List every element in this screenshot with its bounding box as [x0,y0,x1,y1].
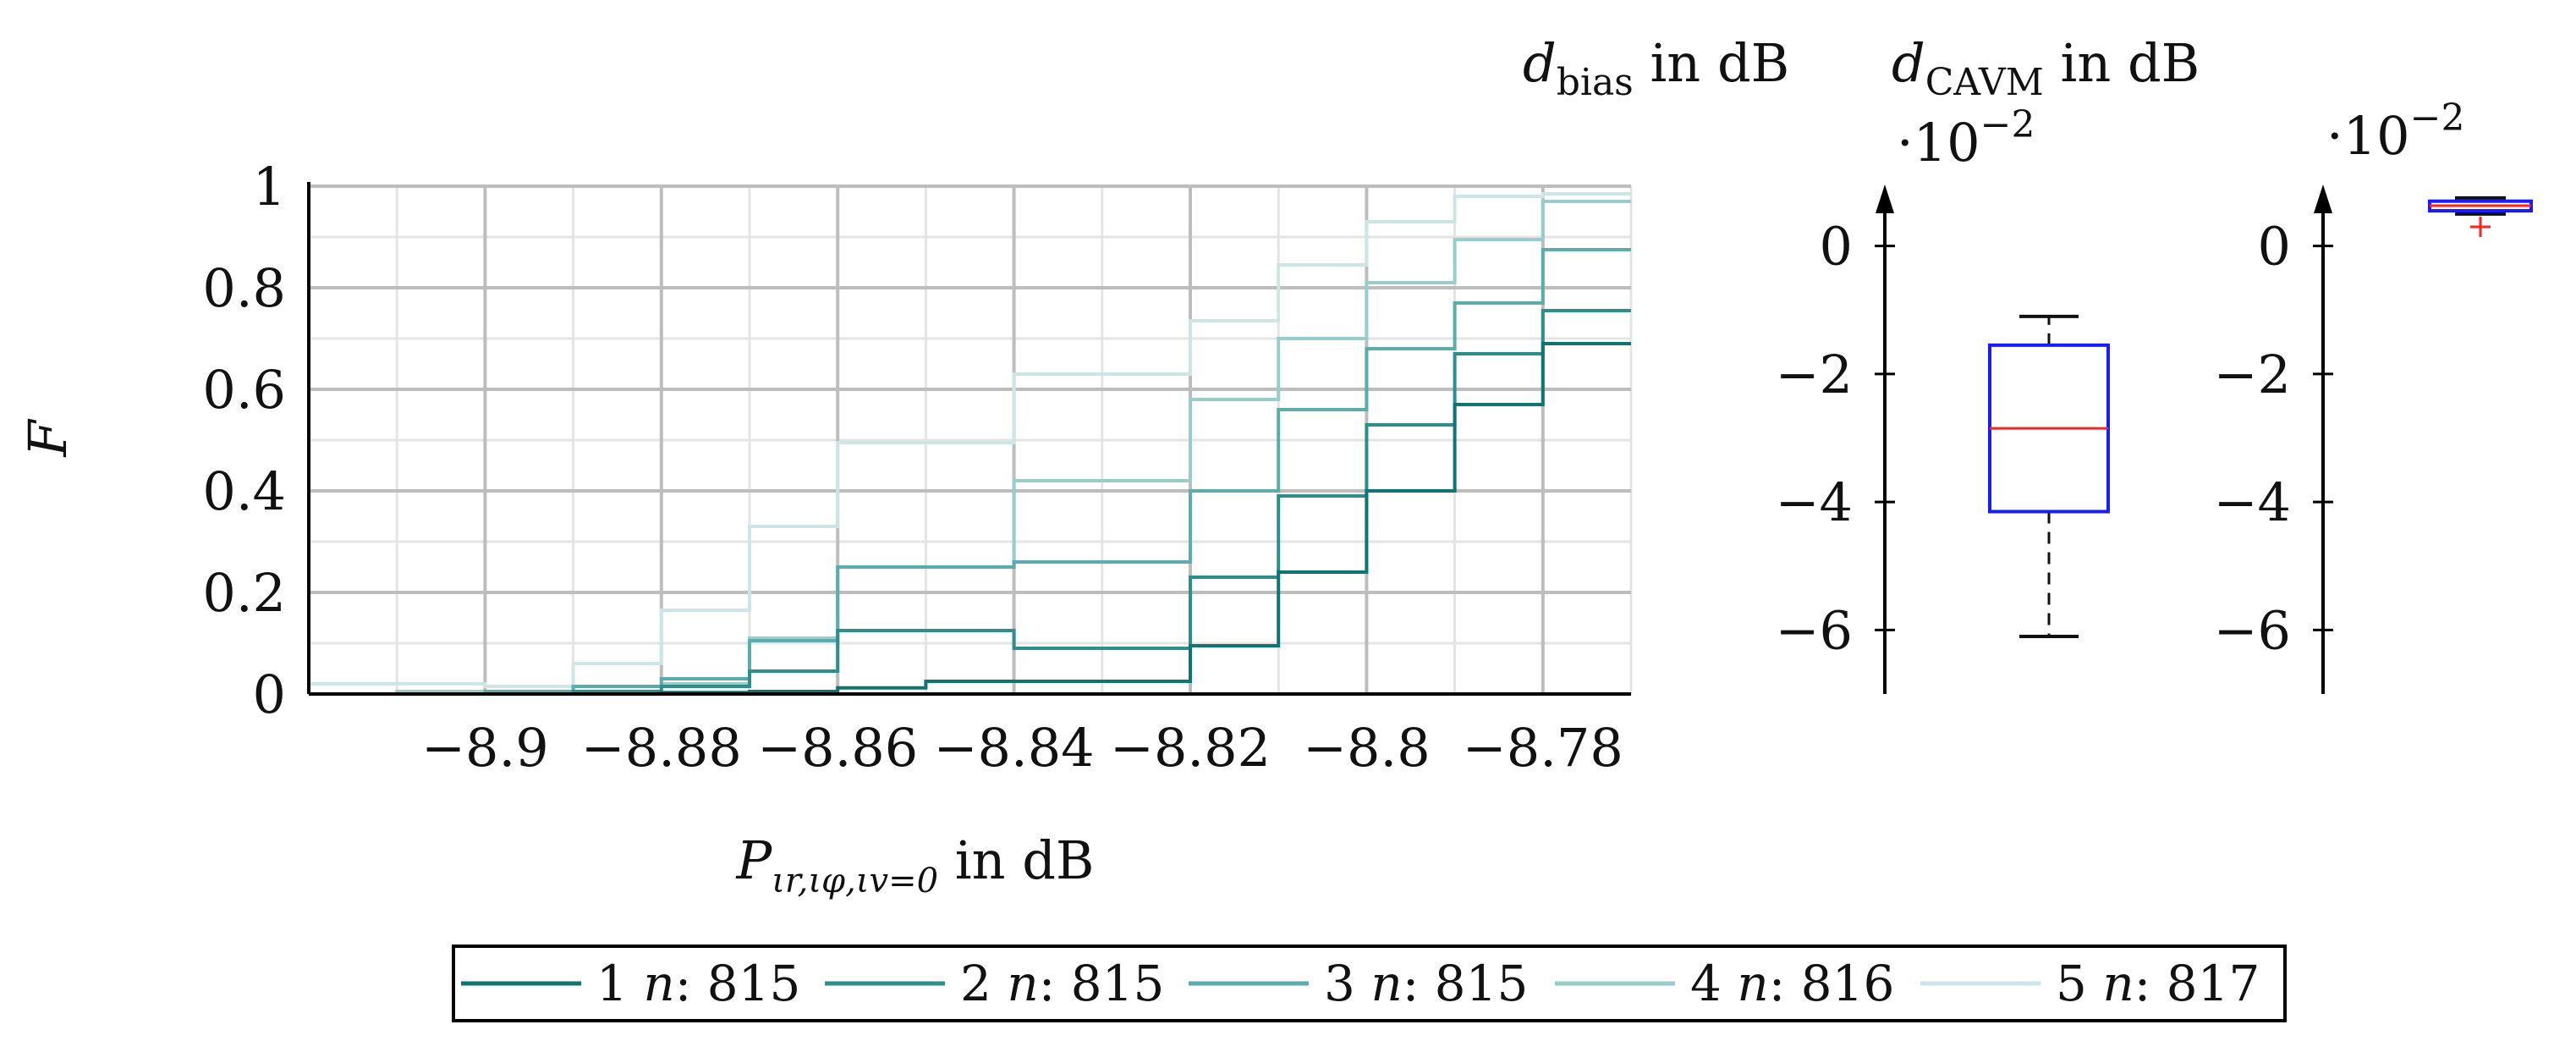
bias-title: dbias in dB [1523,32,1789,104]
y-tick-label: 0.4 [202,460,286,522]
series-line-2 [309,309,1631,696]
x-tick-label: −8.82 [1110,717,1271,779]
box-y-tick-label: −4 [1776,471,1853,533]
legend-entry-label: 1 n: 815 [596,955,800,1012]
x-tick-label: −8.88 [581,717,742,779]
legend: 1 n: 815 2 n: 815 3 n: 815 4 n: 816 5 n: 817 [452,945,2287,1022]
box-y-tick-label: −2 [1776,344,1853,405]
y-tick-label: 0.2 [202,562,286,624]
box-y-tick-label: −6 [1776,599,1853,661]
y-tick-label: 0.6 [202,359,286,421]
y-tick-label: 0.8 [202,257,286,319]
legend-entry-label: 5 n: 817 [2056,955,2260,1012]
cavm-boxplot-panel: dCAVM in dB ·10−2 0 −2 −4 −6 [1892,32,2533,694]
axis-arrow-icon [2314,185,2332,213]
box-y-tick-label: −2 [2214,344,2291,405]
series-line-3 [309,248,1631,696]
x-tick-label: −8.86 [757,717,918,779]
ecdf-panel: 00.20.40.60.81 −8.9 −8.88 −8.86 −8.84 −8.82−… [17,156,1633,901]
ecdf-grid [307,185,1633,696]
y-tick-labels: 0 0.2 0.4 0.6 0.8 1 [202,156,286,725]
x-tick-label: −8.78 [1463,717,1623,779]
x-tick-labels: −8.9 −8.88 −8.86 −8.84 −8.82 −8.8 −8.78 [421,717,1623,779]
x-tick-label: −8.8 [1303,717,1431,779]
series-line-1 [309,342,1631,696]
y-axis-label: F [17,419,79,458]
box-y-tick-label: 0 [1820,216,1853,278]
y-tick-label: 1 [253,156,286,218]
x-tick-label: −8.84 [934,717,1095,779]
x-axis-label: Pιr,ιφ,ιv=0 in dB [736,829,1095,901]
outlier-marker [2470,216,2491,237]
ecdf-series-group [307,192,1631,696]
box-y-tick-label: −6 [2214,599,2291,661]
legend-entry-label: 2 n: 815 [960,955,1164,1012]
box-y-tick-label: 0 [2258,216,2291,278]
y-tick-label: 0 [253,664,286,725]
cavm-title: dCAVM in dB [1892,32,2200,104]
cavm-scale-label: ·10−2 [2326,96,2464,167]
series-line-4 [309,200,1631,696]
legend-entry-label: 4 n: 816 [1690,955,1894,1012]
legend-entry-label: 3 n: 815 [1324,955,1528,1012]
x-tick-label: −8.9 [421,717,549,779]
series-line-5 [307,192,1631,694]
bias-scale-label: ·10−2 [1897,103,2035,174]
axis-arrow-icon [1876,185,1894,213]
box-y-tick-label: −4 [2214,471,2291,533]
bias-boxplot-panel: dbias in dB ·10−2 0 −2 −4 −6 [1523,32,2110,694]
